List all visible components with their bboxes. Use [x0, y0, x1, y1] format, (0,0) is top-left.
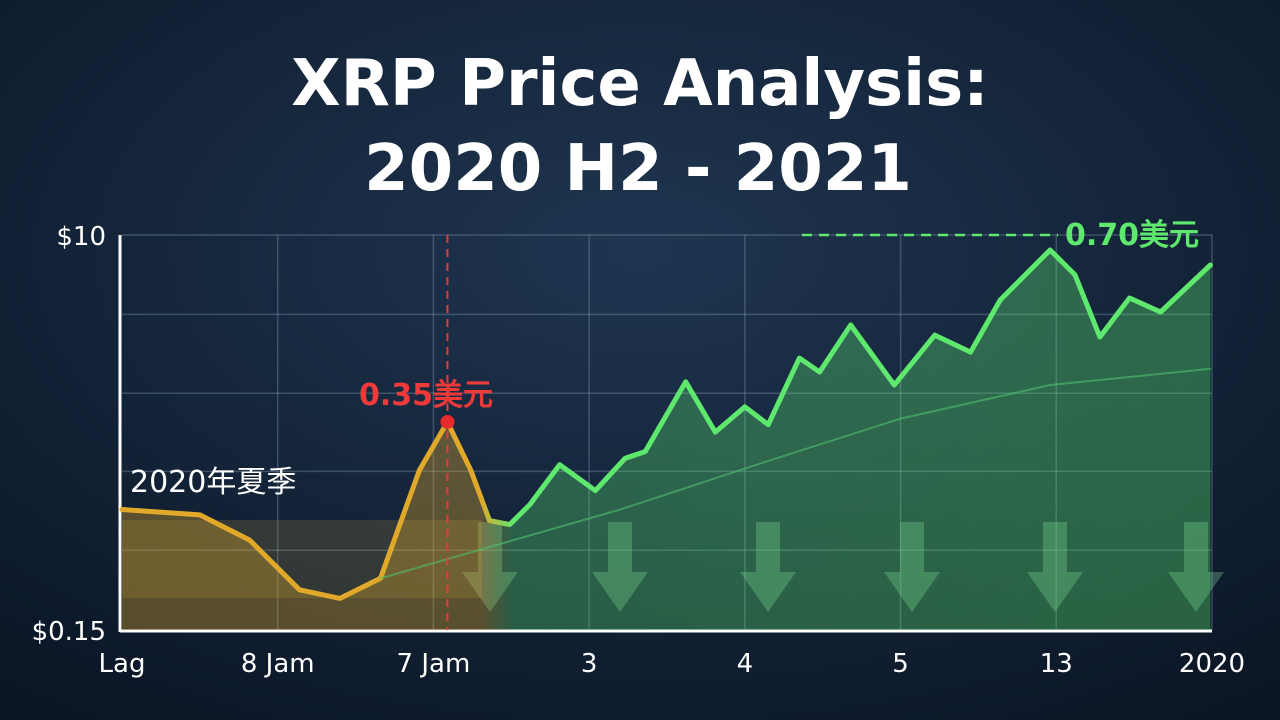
peak-point: [440, 414, 455, 429]
x-tick-label: 3: [581, 649, 598, 679]
x-tick-label: 2020: [1179, 649, 1245, 679]
x-tick-label: 7 Jam: [397, 649, 471, 679]
series-line: [379, 367, 1212, 580]
annotation: 0.35美元: [359, 378, 493, 413]
annotation: 2020年夏季: [130, 465, 296, 500]
area-fill: [122, 250, 1211, 630]
chart-title: XRP Price Analysis:: [291, 47, 989, 121]
x-tick-label: Lag: [99, 649, 146, 679]
x-tick-label: 8 Jam: [241, 649, 315, 679]
y-tick-label: $10: [56, 222, 106, 252]
annotation: 0.70美元: [1065, 218, 1199, 253]
x-tick-label: 13: [1040, 649, 1073, 679]
plot: [119, 233, 1213, 630]
x-tick-label: 4: [737, 649, 754, 679]
chart-title: 2020 H2 - 2021: [364, 132, 912, 206]
x-tick-label: 5: [892, 649, 909, 679]
y-tick-label: $0.15: [32, 617, 106, 647]
series-line: [119, 247, 1213, 601]
